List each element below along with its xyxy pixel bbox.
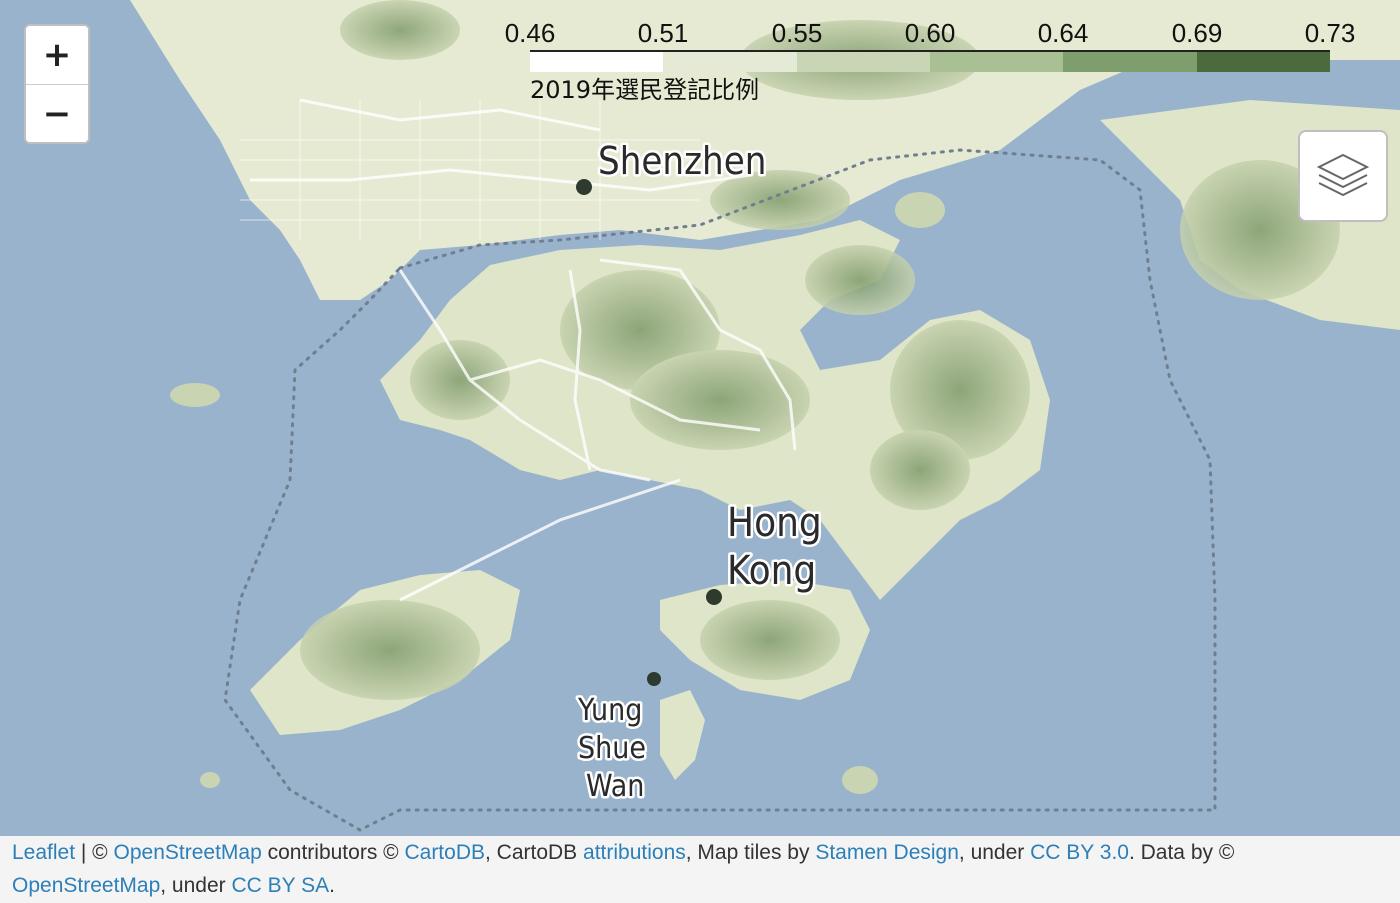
attribution-link-osm[interactable]: OpenStreetMap [113,841,262,864]
island-small [895,192,945,228]
attribution-text: . Data by © [1128,841,1235,864]
map-attribution: Leaflet | © OpenStreetMap contributors ©… [0,836,1400,903]
label-shenzhen: Shenzhen [598,139,766,183]
attribution-text: contributors © [261,841,405,864]
label-yung-shue-wan-line2: Shue [578,731,646,766]
attribution-link-stamen[interactable]: Stamen Design [815,841,959,864]
mainland-shenzhen [130,0,1400,300]
legend-tick: 0.64 [1037,18,1089,48]
layers-icon [1316,153,1370,197]
terrain-hills [300,0,1340,700]
attribution-text: . [329,874,335,897]
label-hong-kong-line1: Hong [727,500,822,546]
attribution-text: , under [160,874,232,897]
legend-tick: 0.69 [1171,18,1223,48]
attribution-text: , Map tiles by [685,841,816,864]
attribution-text: | © [75,841,114,864]
island-small [200,772,220,788]
attribution-link-osm-2[interactable]: OpenStreetMap [12,874,161,897]
zoom-in-button[interactable]: + [26,26,88,84]
map-canvas[interactable]: Shenzhen Hong Kong Yung Shue Wan [0,0,1400,836]
attribution-text: , under [958,841,1031,864]
attribution-link-cartodb[interactable]: CartoDB [404,841,485,864]
legend-tick: 0.73 [1304,18,1356,48]
roads [250,98,797,602]
label-yung-shue-wan-line1: Yung [577,693,642,728]
attribution-link-attributions[interactable]: attributions [583,841,686,864]
legend-color-bar [530,50,1330,72]
city-marker-yung-shue-wan[interactable] [647,672,661,686]
legend-swatch [1196,52,1330,72]
legend-tick: 0.51 [637,18,689,48]
hk-boundary [223,148,1217,832]
attribution-link-leaflet[interactable]: Leaflet [12,841,76,864]
island-small [170,383,220,407]
city-marker-shenzhen[interactable] [576,179,592,195]
legend-swatch [1063,52,1197,72]
attribution-link-ccbysa[interactable]: CC BY SA [231,874,330,897]
island-small [842,766,878,794]
legend-tick: 0.60 [904,18,956,48]
attribution-text: , CartoDB [485,841,584,864]
zoom-out-button[interactable]: − [26,84,88,142]
map-tiles[interactable]: Shenzhen Hong Kong Yung Shue Wan [0,0,1400,836]
layers-control-button[interactable] [1298,130,1388,222]
label-hong-kong-line2: Kong [727,548,816,594]
legend-swatch [796,52,930,72]
land-lamma [660,690,705,780]
color-legend: 0.46 0.51 0.55 0.60 0.64 0.69 0.73 2019年… [500,18,1360,108]
legend-tick: 0.46 [504,18,556,48]
legend-tick: 0.55 [771,18,823,48]
legend-swatch [530,52,664,72]
city-marker-hong-kong[interactable] [706,589,722,605]
legend-swatch [929,52,1064,72]
zoom-control: + − [24,24,90,144]
legend-swatch [663,52,797,72]
legend-caption: 2019年選民登記比例 [530,76,760,104]
attribution-link-ccby[interactable]: CC BY 3.0 [1030,841,1129,864]
city-grid [240,100,700,240]
label-yung-shue-wan-line3: Wan [586,769,644,804]
